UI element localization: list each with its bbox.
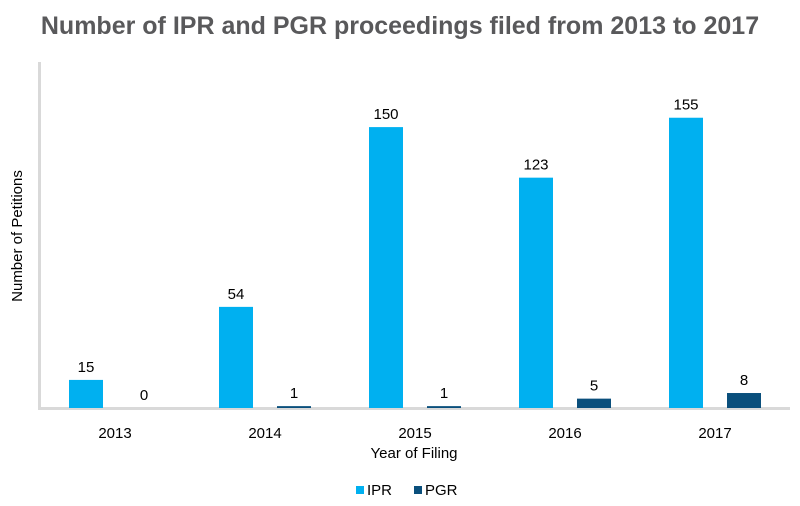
bar-pgr: [577, 398, 611, 408]
data-label-ipr: 150: [373, 106, 398, 123]
data-label-ipr: 15: [78, 359, 95, 376]
bar-pgr: [427, 406, 461, 408]
data-label-ipr: 54: [228, 286, 245, 303]
data-label-pgr: 1: [290, 385, 298, 402]
bar-pgr: [277, 406, 311, 408]
bar-ipr: [369, 127, 403, 408]
x-axis-label: Year of Filing: [371, 445, 458, 462]
data-label-ipr: 155: [673, 97, 698, 114]
data-label-pgr: 5: [590, 378, 598, 395]
bars-group: [69, 117, 761, 408]
data-label-pgr: 0: [140, 387, 148, 404]
chart-axes: [38, 62, 790, 410]
x-tick-label: 2014: [248, 425, 281, 442]
x-tick-label: 2013: [98, 425, 131, 442]
legend-label-ipr: IPR: [367, 482, 392, 499]
bar-ipr: [219, 306, 253, 408]
bar-ipr: [669, 117, 703, 408]
chart-title: Number of IPR and PGR proceedings filed …: [40, 12, 760, 40]
legend-swatch-pgr: [414, 486, 422, 494]
data-label-pgr: 8: [740, 372, 748, 389]
bar-ipr: [519, 177, 553, 408]
data-label-pgr: 1: [440, 385, 448, 402]
y-axis-label: Number of Petitions: [9, 170, 26, 302]
data-label-ipr: 123: [523, 157, 548, 174]
x-tick-labels-group: 2013 2014 2015 2016 2017: [98, 425, 731, 442]
legend-label-pgr: PGR: [425, 482, 458, 499]
x-tick-label: 2016: [548, 425, 581, 442]
legend-swatch-ipr: [356, 486, 364, 494]
legend: IPR PGR: [356, 482, 458, 499]
bar-ipr: [69, 379, 103, 408]
x-tick-label: 2017: [698, 425, 731, 442]
bar-pgr: [727, 393, 761, 408]
x-tick-label: 2015: [398, 425, 431, 442]
